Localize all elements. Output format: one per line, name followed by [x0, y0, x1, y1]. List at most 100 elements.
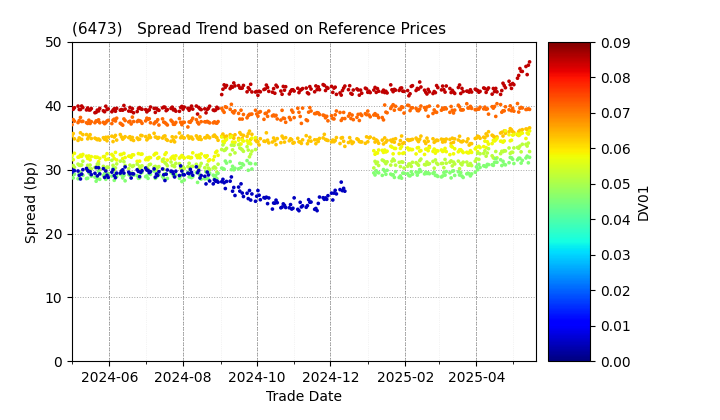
- Point: [184, 170, 195, 177]
- Point: [118, 170, 130, 176]
- Point: [91, 164, 102, 171]
- Point: [118, 134, 130, 141]
- Point: [176, 152, 188, 159]
- Point: [124, 162, 135, 168]
- Point: [312, 84, 324, 90]
- Point: [421, 170, 433, 177]
- Point: [193, 169, 204, 176]
- Point: [161, 106, 173, 113]
- Point: [218, 166, 230, 173]
- Point: [184, 160, 195, 167]
- Point: [145, 168, 156, 175]
- Point: [378, 141, 390, 147]
- Point: [140, 165, 151, 172]
- Point: [246, 135, 258, 142]
- Point: [287, 140, 299, 147]
- Point: [124, 172, 135, 178]
- Point: [211, 175, 222, 182]
- Point: [68, 105, 80, 111]
- Point: [216, 91, 228, 98]
- Point: [161, 171, 172, 178]
- Point: [461, 138, 472, 145]
- Point: [505, 125, 516, 132]
- Point: [77, 104, 89, 111]
- Point: [372, 150, 383, 157]
- Point: [246, 148, 258, 155]
- Point: [235, 85, 247, 92]
- Point: [471, 135, 482, 142]
- Point: [186, 103, 197, 110]
- Point: [243, 86, 255, 93]
- Point: [405, 136, 417, 143]
- Point: [490, 113, 502, 120]
- Point: [309, 89, 320, 95]
- Point: [117, 155, 128, 162]
- Point: [280, 134, 292, 141]
- Point: [245, 151, 256, 158]
- Point: [446, 158, 457, 164]
- Point: [102, 164, 113, 171]
- Point: [253, 109, 265, 116]
- Point: [478, 163, 490, 169]
- Point: [270, 112, 282, 119]
- Point: [174, 115, 185, 122]
- Point: [187, 163, 199, 170]
- Point: [221, 133, 233, 139]
- Point: [233, 165, 244, 172]
- Point: [428, 139, 440, 146]
- Point: [194, 134, 206, 140]
- Point: [412, 144, 423, 151]
- Point: [436, 136, 447, 142]
- Point: [179, 165, 190, 172]
- Point: [362, 139, 374, 145]
- Point: [166, 155, 177, 162]
- Point: [462, 88, 474, 95]
- Point: [507, 132, 518, 139]
- Point: [339, 83, 351, 89]
- Point: [117, 136, 128, 142]
- Point: [413, 108, 424, 114]
- Point: [89, 119, 101, 126]
- Point: [176, 178, 188, 185]
- Point: [207, 165, 219, 171]
- Point: [321, 113, 333, 120]
- Point: [446, 140, 457, 147]
- Point: [419, 161, 431, 168]
- Point: [369, 151, 381, 158]
- Point: [174, 155, 185, 161]
- Point: [514, 105, 526, 112]
- Point: [516, 141, 528, 148]
- Point: [184, 107, 195, 114]
- Point: [289, 114, 300, 121]
- Point: [289, 194, 300, 201]
- Point: [109, 108, 121, 115]
- Point: [179, 119, 190, 126]
- Point: [321, 196, 333, 203]
- Point: [461, 149, 472, 156]
- Point: [448, 168, 459, 174]
- Point: [405, 90, 416, 97]
- Point: [174, 172, 185, 179]
- Point: [393, 150, 405, 157]
- Point: [448, 139, 459, 146]
- Point: [294, 87, 306, 94]
- Point: [202, 172, 214, 178]
- Point: [320, 194, 331, 201]
- Point: [314, 111, 325, 118]
- Point: [98, 165, 109, 172]
- Point: [480, 163, 492, 170]
- Point: [266, 139, 278, 145]
- Point: [407, 146, 418, 153]
- Point: [111, 160, 122, 167]
- Point: [132, 158, 143, 165]
- Point: [243, 147, 254, 153]
- Point: [116, 106, 127, 113]
- Point: [100, 119, 112, 126]
- Point: [446, 89, 457, 96]
- Point: [478, 84, 490, 91]
- Point: [186, 134, 197, 141]
- Point: [387, 101, 399, 108]
- Point: [241, 137, 253, 144]
- Point: [275, 205, 287, 211]
- Point: [472, 106, 483, 113]
